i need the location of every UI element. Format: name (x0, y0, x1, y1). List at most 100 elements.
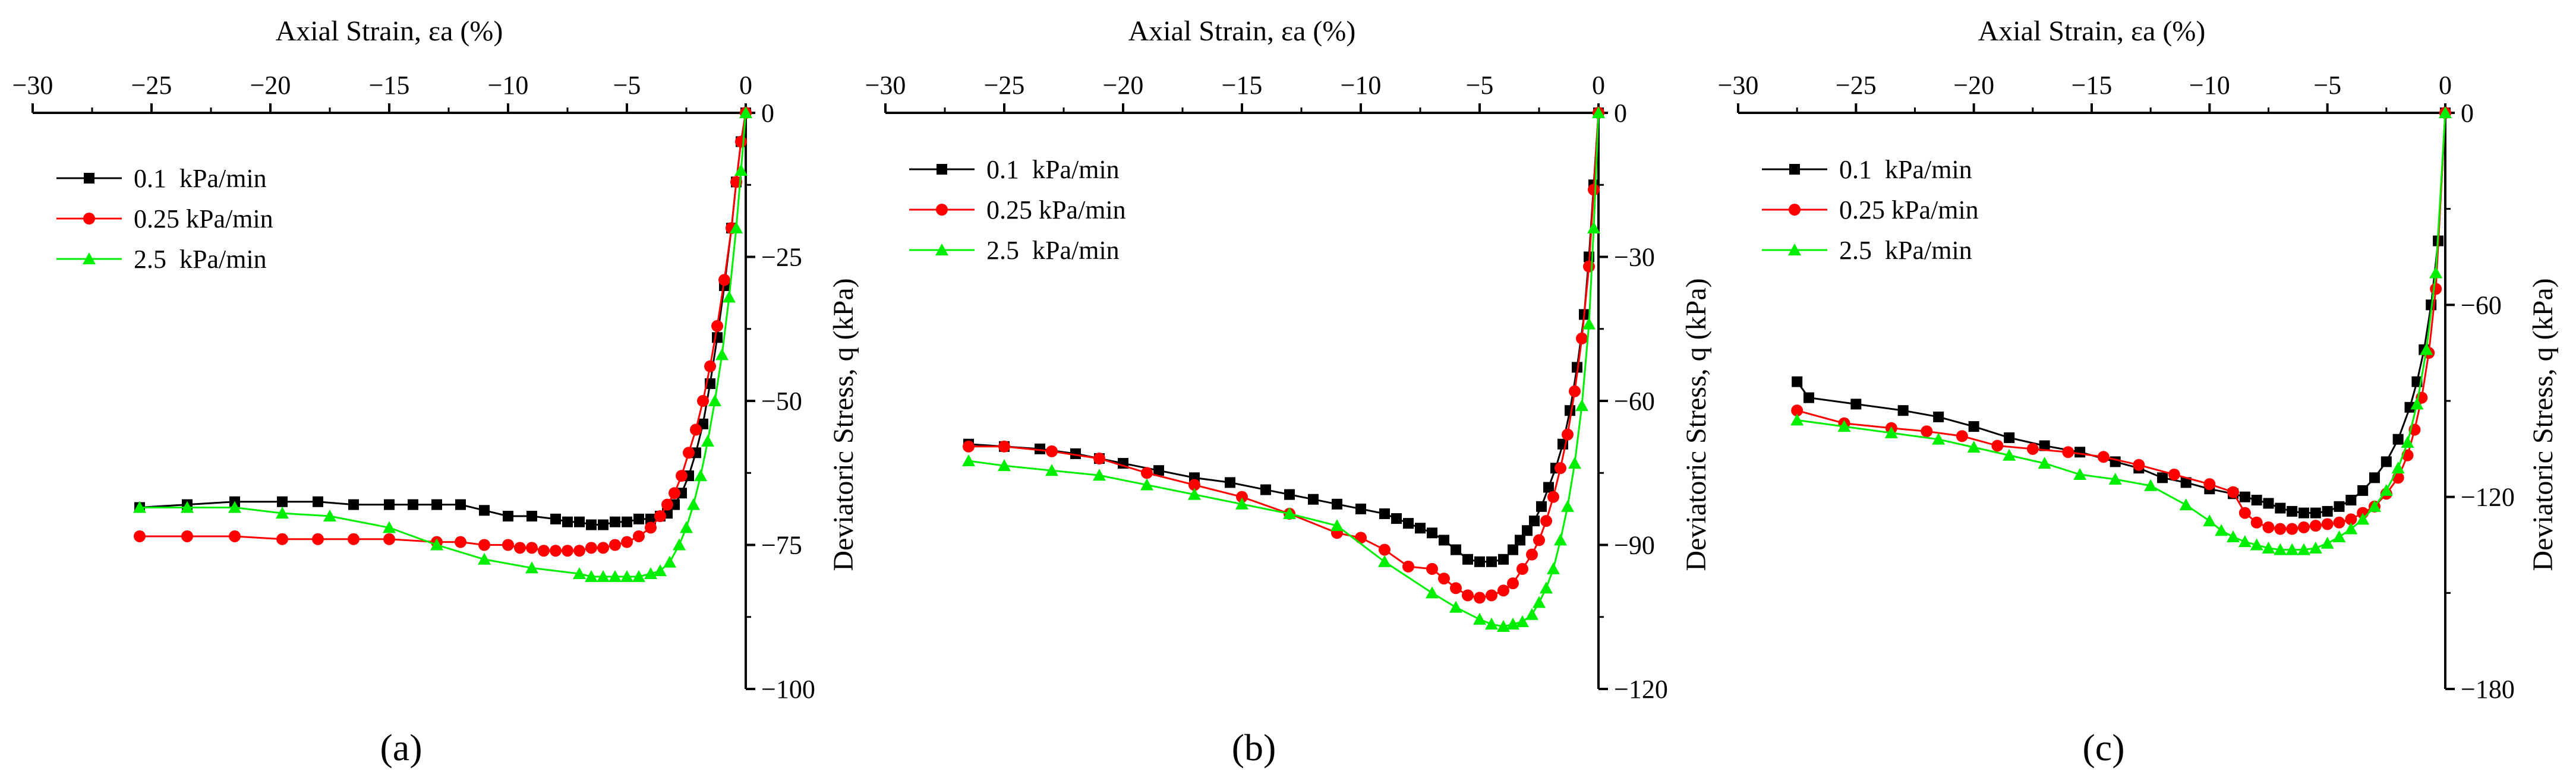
data-point (586, 519, 597, 530)
data-point (1554, 533, 1567, 546)
data-point (680, 521, 693, 533)
legend-label: 0.1 kPa/min (986, 155, 1120, 184)
data-point (735, 135, 747, 148)
data-point (633, 513, 644, 524)
data-point (1153, 465, 1164, 476)
x-tick-label: −30 (1718, 71, 1759, 100)
data-point (562, 545, 573, 557)
legend-marker (83, 213, 95, 225)
data-point (383, 533, 395, 545)
data-point (1575, 399, 1588, 412)
data-point (2333, 516, 2345, 529)
series-triangle (1790, 106, 2452, 555)
data-point (1330, 519, 1344, 532)
x-tick-label: −15 (1222, 71, 1263, 100)
data-point (622, 516, 632, 527)
data-point (1486, 556, 1497, 567)
data-point (597, 542, 609, 554)
data-point (1462, 554, 1473, 565)
data-point (608, 570, 622, 582)
data-point (2062, 446, 2074, 459)
data-point (734, 164, 748, 176)
legend-label: 0.25 kPa/min (986, 195, 1126, 225)
data-point (2250, 538, 2263, 551)
data-point (1451, 544, 1461, 555)
data-point (683, 447, 695, 459)
data-point (2286, 523, 2298, 535)
data-point (645, 521, 657, 534)
data-point (228, 501, 241, 513)
data-point (730, 222, 743, 233)
data-point (133, 501, 146, 513)
data-point (963, 440, 975, 453)
x-tick-label: −10 (2189, 71, 2230, 100)
data-point (723, 290, 736, 303)
legend-label: 0.25 kPa/min (1839, 195, 1979, 225)
x-tick-label: −10 (1341, 71, 1382, 100)
legend-label: 0.25 kPa/min (134, 204, 273, 233)
data-point (1565, 405, 1575, 416)
legend-marker (1789, 204, 1801, 216)
x-tick-label: −5 (613, 71, 641, 100)
data-point (633, 530, 645, 542)
data-point (2180, 477, 2192, 488)
x-tick-label: −30 (12, 71, 53, 100)
data-point (1588, 184, 1600, 196)
data-point (2429, 266, 2443, 279)
data-point (348, 499, 359, 510)
data-point (632, 570, 645, 582)
data-point (2274, 543, 2287, 555)
data-point (526, 511, 537, 521)
data-point (1497, 619, 1510, 632)
data-point (478, 552, 491, 565)
data-point (478, 539, 490, 551)
y-axis-title: Deviatoric Stress, q (kPa) (2527, 278, 2559, 571)
x-tick-label: −20 (1103, 71, 1144, 100)
data-point (2003, 448, 2016, 461)
data-point (2144, 479, 2158, 491)
data-point (1403, 518, 1414, 529)
data-point (704, 360, 716, 372)
data-point (1792, 376, 1803, 387)
y-axis-title: Deviatoric Stress, q (kPa) (1680, 278, 1712, 571)
y-axis-title: Deviatoric Stress, q (kPa) (828, 278, 859, 571)
x-axis-title: Axial Strain, εa (%) (276, 15, 503, 47)
data-point (1449, 600, 1462, 613)
data-point (1140, 478, 1153, 491)
data-point (1506, 617, 1519, 630)
data-point (2274, 523, 2287, 535)
series-square (963, 108, 1604, 567)
data-point (479, 505, 490, 516)
data-point (1525, 608, 1538, 620)
x-tick-label: −5 (2313, 71, 2341, 100)
data-point (1093, 469, 1106, 481)
y-tick-label: −50 (761, 387, 802, 416)
data-point (1791, 404, 1803, 417)
data-point (2238, 535, 2252, 548)
data-point (2410, 397, 2424, 410)
x-axis-title: Axial Strain, εa (%) (1128, 15, 1356, 47)
data-point (1474, 556, 1485, 567)
x-tick-label: 0 (1592, 71, 1605, 100)
y-tick-label: −25 (761, 243, 802, 272)
panel-label: (a) (380, 726, 422, 769)
data-point (1569, 385, 1581, 397)
x-tick-label: 0 (2439, 71, 2452, 100)
data-point (687, 498, 700, 510)
data-point (1402, 560, 1414, 573)
data-point (2039, 440, 2050, 451)
y-tick-label: −120 (2461, 483, 2515, 512)
data-point (1486, 589, 1497, 602)
x-tick-label: −15 (2071, 71, 2112, 100)
data-point (277, 496, 288, 507)
data-point (2298, 521, 2310, 533)
data-point (1332, 498, 1342, 510)
legend: 0.1 kPa/min 0.25 kPa/min 2.5 kPa/min (1762, 155, 1979, 265)
x-tick-label: −5 (1466, 71, 1494, 100)
data-point (1543, 482, 1554, 493)
data-point (503, 511, 513, 521)
data-point (2038, 457, 2051, 469)
legend: 0.1 kPa/min 0.25 kPa/min 2.5 kPa/min (56, 164, 273, 274)
data-point (1485, 617, 1498, 630)
data-point (1283, 507, 1296, 519)
